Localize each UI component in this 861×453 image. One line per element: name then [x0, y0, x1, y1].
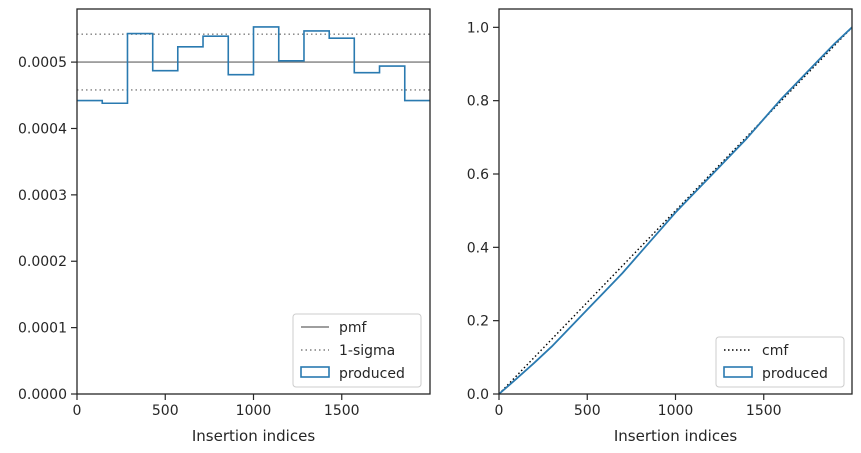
left-x-tick-label: 1000	[236, 403, 272, 419]
right-x-tick-label: 1000	[658, 403, 694, 419]
right-y-tick-label: 0.4	[467, 240, 489, 256]
left-y-tick-label: 0.0000	[18, 387, 67, 403]
right-y-tick-label: 0.0	[467, 387, 489, 403]
left-y-tick-label: 0.0003	[18, 188, 67, 204]
legend-cmf-label: cmf	[762, 343, 789, 359]
left-legend: pmf 1-sigma produced	[292, 313, 422, 388]
right-plot-area	[499, 9, 852, 394]
right-x-tick-label: 1500	[746, 403, 782, 419]
right-x-axis-title: Insertion indices	[614, 427, 737, 445]
right-panel: 0.0 0.2 0.4 0.6 0.8 1.0 0 500 1000 1500 Insertio…	[467, 8, 853, 445]
right-y-tick-label: 0.8	[467, 94, 489, 110]
produced-cumulative-line	[498, 26, 853, 395]
right-y-tick-label: 0.6	[467, 167, 489, 183]
left-x-tick-label: 1500	[324, 403, 360, 419]
right-x-tick-label: 0	[495, 403, 504, 419]
left-y-tick-label: 0.0002	[18, 254, 67, 270]
left-x-axis-title: Insertion indices	[192, 427, 315, 445]
legend-sigma-label: 1-sigma	[339, 343, 395, 359]
left-panel: 0.0000 0.0001 0.0002 0.0003 0.0004 0.0005 0 50…	[18, 8, 431, 445]
right-x-tick-label: 500	[574, 403, 601, 419]
left-y-tick-label: 0.0001	[18, 321, 67, 337]
legend-produced-swatch-right	[723, 366, 753, 378]
right-y-tick-label: 1.0	[467, 20, 489, 36]
left-axes-frame	[76, 8, 431, 395]
left-x-tick-label: 500	[152, 403, 179, 419]
right-y-tick-label: 0.2	[467, 314, 489, 330]
legend-pmf-label: pmf	[339, 320, 368, 336]
legend-produced-swatch	[300, 366, 330, 378]
legend-produced-label: produced	[339, 366, 405, 382]
legend-produced-label-right: produced	[762, 366, 828, 382]
left-y-tick-label: 0.0004	[18, 121, 67, 137]
produced-step-histogram	[77, 26, 430, 105]
left-y-tick-label: 0.0005	[18, 55, 67, 71]
right-axes-frame	[498, 8, 853, 395]
cmf-line	[498, 26, 853, 395]
left-x-tick-label: 0	[73, 403, 82, 419]
right-legend: cmf produced	[715, 336, 845, 388]
